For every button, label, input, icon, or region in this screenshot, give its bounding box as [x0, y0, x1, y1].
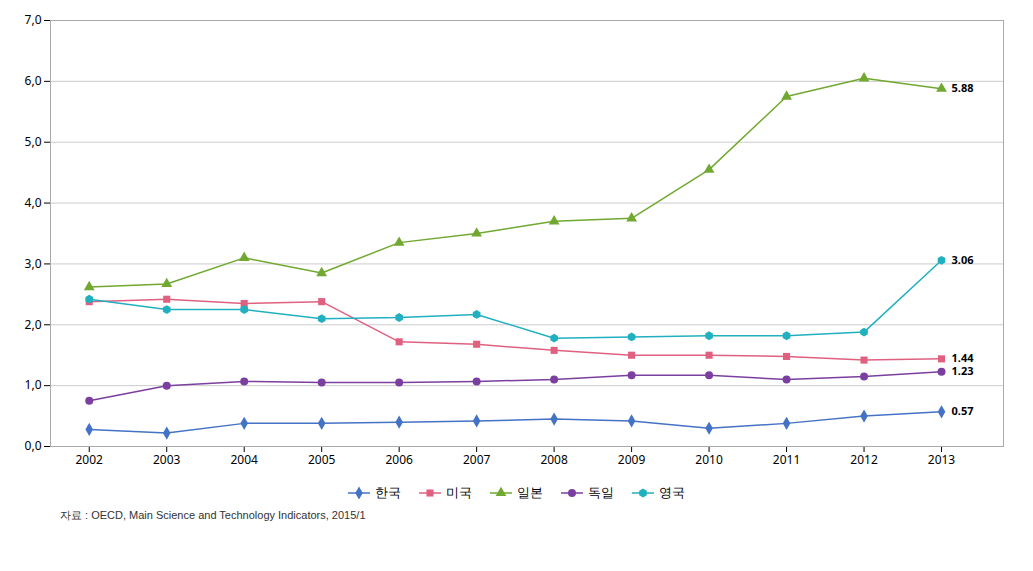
svg-text:1.44: 1.44 [951, 350, 974, 366]
svg-text:5.88: 5.88 [952, 80, 974, 95]
html-text:한국: 한국 [375, 485, 401, 500]
svg-text:2006: 2006 [385, 451, 413, 468]
svg-text:1,0: 1,0 [25, 376, 42, 393]
svg-text:2008: 2008 [540, 451, 568, 468]
html-text:미국: 미국 [446, 485, 472, 500]
svg-text:2002: 2002 [76, 451, 104, 468]
svg-text:2011: 2011 [773, 451, 800, 468]
svg-text:2005: 2005 [308, 451, 336, 468]
svg-text:6,0: 6,0 [25, 72, 42, 89]
html-text:자료 : OECD, Main Science and Te: 자료 : OECD, Main Science and Technology I… [60, 509, 366, 521]
html-text:독일: 독일 [588, 485, 614, 500]
svg-text:2,0: 2,0 [25, 316, 42, 333]
svg-text:2012: 2012 [850, 451, 878, 468]
svg-text:3.06: 3.06 [952, 252, 974, 267]
svg-text:2007: 2007 [463, 451, 491, 468]
svg-text:2010: 2010 [695, 451, 723, 468]
svg-text:2003: 2003 [153, 451, 181, 468]
html-text:영국: 영국 [659, 485, 685, 500]
svg-text:2004: 2004 [230, 451, 258, 468]
svg-text:2013: 2013 [928, 451, 956, 468]
svg-text:2009: 2009 [618, 451, 646, 468]
svg-text:0.57: 0.57 [952, 403, 974, 418]
svg-text:4,0: 4,0 [25, 194, 42, 211]
svg-text:5,0: 5,0 [25, 133, 42, 150]
html-text:일본: 일본 [517, 485, 543, 500]
svg-text:0,0: 0,0 [25, 437, 42, 454]
svg-text:7,0: 7,0 [25, 11, 42, 28]
svg-text:1.23: 1.23 [952, 363, 974, 378]
svg-text:3,0: 3,0 [25, 255, 42, 272]
